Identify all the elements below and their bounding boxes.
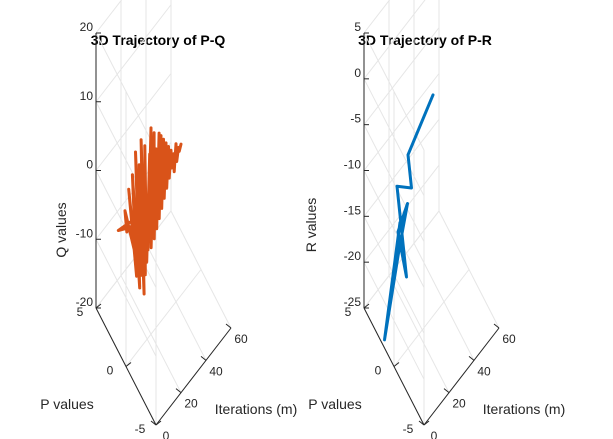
- axes: [95, 32, 232, 426]
- x-tick-mark: [493, 323, 500, 329]
- z-tick-label: 10: [80, 89, 94, 103]
- x-tick-label: 0: [431, 429, 438, 439]
- x-tick-label: 40: [209, 364, 223, 378]
- x-axis-label: Iterations (m): [215, 401, 297, 417]
- x-tick-mark: [468, 355, 475, 361]
- x-tick-label: 40: [477, 364, 491, 378]
- y-tick-mark: [95, 303, 102, 309]
- z-axis-label: R values: [303, 198, 319, 252]
- z-tick-label: -20: [76, 295, 94, 309]
- chart-title: 3D Trajectory of P-Q: [91, 32, 226, 48]
- x-axis-line: [155, 327, 232, 426]
- x-tick-mark: [200, 355, 207, 361]
- z-tick-label: 5: [354, 20, 361, 34]
- z-tick-label: 0: [86, 158, 93, 172]
- data-series: [116, 126, 183, 296]
- series-line-p-q: [116, 126, 183, 296]
- tick-labels: 0 20 40 60 -5 0 5-20 -10 0 10 20: [76, 20, 248, 439]
- grid-line: [363, 27, 440, 125]
- y-axis-label: P values: [308, 396, 361, 412]
- grid-lines: [363, 0, 500, 426]
- x-tick-mark: [418, 420, 425, 426]
- z-tick-label: -10: [344, 158, 362, 172]
- grid-line: [363, 164, 440, 263]
- grid-line: [363, 119, 440, 217]
- x-tick-label: 0: [163, 429, 170, 439]
- y-tick-label: 0: [107, 364, 114, 378]
- x-axis-line: [423, 327, 500, 426]
- y-tick-label: 0: [375, 364, 382, 378]
- y-axis-label: P values: [40, 396, 93, 412]
- y-tick-label: -5: [403, 422, 414, 436]
- grid-line: [363, 73, 440, 171]
- grid-line: [95, 210, 172, 309]
- x-axis-label: Iterations (m): [483, 401, 565, 417]
- x-tick-mark: [443, 388, 450, 394]
- z-axis-label: Q values: [53, 202, 69, 257]
- axes: [363, 32, 500, 426]
- grid-line: [363, 210, 440, 309]
- series-line-p-r: [383, 93, 435, 342]
- x-tick-label: 60: [502, 332, 516, 346]
- z-tick-label: -20: [344, 249, 362, 263]
- data-series: [383, 93, 435, 342]
- grid-lines: [95, 0, 232, 426]
- y-tick-mark: [363, 303, 370, 309]
- z-tick-label: -15: [344, 203, 362, 217]
- subplot-p-r: 3D Trajectory of P-R 0204060-505-25-20-1…: [303, 0, 565, 439]
- z-tick-label: -5: [350, 112, 361, 126]
- z-tick-label: 0: [354, 66, 361, 80]
- x-tick-mark: [225, 323, 232, 329]
- grid-line: [95, 73, 172, 171]
- y-tick-mark: [393, 362, 400, 367]
- y-tick-label: 5: [345, 305, 352, 319]
- y-tick-label: 5: [77, 305, 84, 319]
- x-tick-label: 20: [184, 397, 198, 411]
- x-tick-label: 20: [452, 397, 466, 411]
- x-tick-mark: [175, 388, 182, 394]
- z-tick-label: -10: [76, 226, 94, 240]
- subplot-p-q: 3D Trajectory of P-Q 0 20 40 60 -5 0 5-20 -10 0 1…: [40, 0, 297, 439]
- y-tick-label: -5: [135, 422, 146, 436]
- x-tick-label: 60: [234, 332, 248, 346]
- grid-line: [393, 269, 470, 367]
- y-tick-mark: [155, 420, 162, 426]
- grid-line: [95, 0, 123, 34]
- grid-line: [95, 4, 172, 103]
- x-tick-mark: [150, 420, 157, 426]
- grid-line: [125, 269, 202, 367]
- y-tick-mark: [423, 420, 430, 426]
- z-tick-label: -25: [344, 295, 362, 309]
- y-tick-mark: [125, 362, 132, 367]
- z-tick-label: 20: [80, 20, 94, 34]
- grid-line: [363, 0, 391, 34]
- grid-line: [363, 0, 426, 80]
